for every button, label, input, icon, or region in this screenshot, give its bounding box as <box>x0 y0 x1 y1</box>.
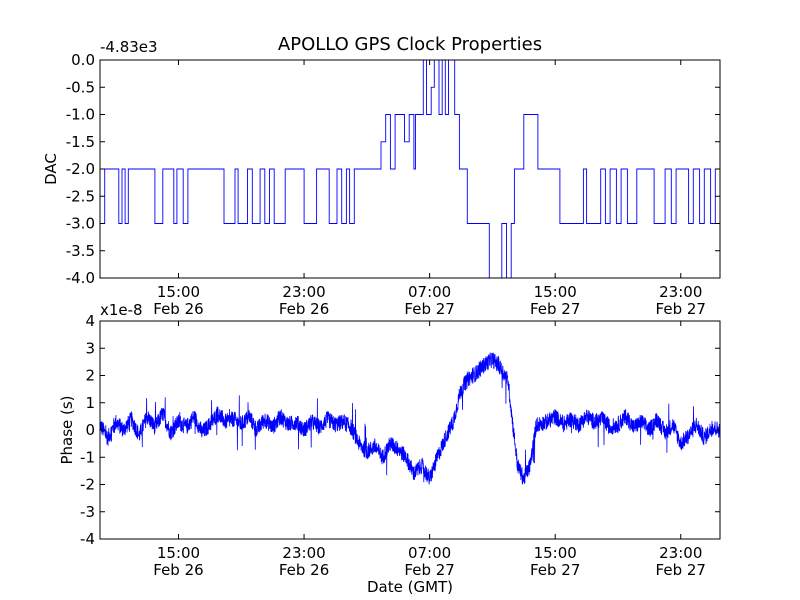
phase-xtick-time: 07:00 <box>408 544 451 562</box>
phase-ylabel: Phase (s) <box>58 395 76 464</box>
dac-line <box>100 59 721 279</box>
phase-xtick-date: Feb 27 <box>404 561 454 579</box>
dac-xtick-time: 23:00 <box>282 283 325 301</box>
phase-xtick-date: Feb 27 <box>656 561 706 579</box>
phase-xtick-date: Feb 27 <box>530 561 580 579</box>
phase-xtick-time: 23:00 <box>659 544 702 562</box>
phase-xtick-time: 15:00 <box>534 544 577 562</box>
phase-ytick-label: 1 <box>85 394 95 412</box>
dac-ytick-label: -3.0 <box>66 215 95 233</box>
dac-ytick-label: -2.5 <box>66 187 95 205</box>
dac-xtick-date: Feb 26 <box>153 300 203 318</box>
dac-ylabel: DAC <box>42 153 60 185</box>
phase-ytick-label: -3 <box>80 503 95 521</box>
dac-xtick-date: Feb 27 <box>530 300 580 318</box>
phase-ytick-label: -1 <box>80 448 95 466</box>
phase-xtick-date: Feb 26 <box>153 561 203 579</box>
dac-xtick-time: 15:00 <box>534 283 577 301</box>
phase-ytick-label: 3 <box>85 339 95 357</box>
dac-xtick-date: Feb 27 <box>404 300 454 318</box>
phase-axes-frame <box>99 320 721 540</box>
dac-ytick-label: -3.5 <box>66 242 95 260</box>
dac-xtick-date: Feb 27 <box>656 300 706 318</box>
phase-xtick-time: 23:00 <box>282 544 325 562</box>
dac-offset-label: -4.83e3 <box>100 38 158 56</box>
phase-ytick-label: 4 <box>85 312 95 330</box>
dac-ytick-label: -1.0 <box>66 106 95 124</box>
phase-xlabel: Date (GMT) <box>367 578 453 596</box>
dac-xtick-date: Feb 26 <box>279 300 329 318</box>
phase-xtick-time: 15:00 <box>157 544 200 562</box>
dac-xtick-time: 15:00 <box>157 283 200 301</box>
phase-plot-area <box>100 321 720 539</box>
dac-panel: 0.0 -0.5 -1.0 -1.5 -2.0 -2.5 -3.0 -3.5 -4.0 15:00… <box>42 38 721 318</box>
dac-ytick-label: -1.5 <box>66 133 95 151</box>
dac-xtick-time: 07:00 <box>408 283 451 301</box>
dac-axes-frame <box>99 59 721 279</box>
dac-ytick-label: -2.0 <box>66 160 95 178</box>
dac-ytick-label: 0.0 <box>71 51 95 69</box>
dac-ticks: 0.0 -0.5 -1.0 -1.5 -2.0 -2.5 -3.0 -3.5 -4.0 15:00… <box>66 51 720 318</box>
phase-series <box>99 352 721 485</box>
chart-title: APOLLO GPS Clock Properties <box>278 34 542 55</box>
phase-ytick-label: 0 <box>85 421 95 439</box>
dac-ytick-label: -0.5 <box>66 78 95 96</box>
phase-ytick-label: 2 <box>85 367 95 385</box>
dac-series <box>100 59 721 279</box>
dac-ytick-label: -4.0 <box>66 269 95 287</box>
phase-ytick-label: -2 <box>80 476 95 494</box>
phase-offset-label: x1e-8 <box>100 301 143 319</box>
phase-xtick-date: Feb 26 <box>279 561 329 579</box>
phase-ytick-label: -4 <box>80 530 95 548</box>
dac-xtick-time: 23:00 <box>659 283 702 301</box>
phase-line <box>99 352 721 485</box>
